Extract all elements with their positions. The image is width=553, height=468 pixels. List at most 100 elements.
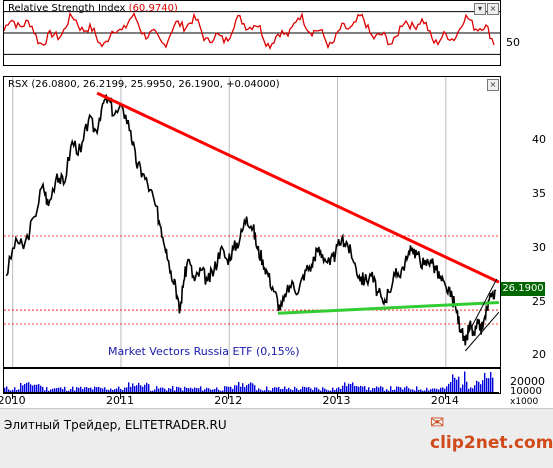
price-tick-25: 25	[532, 294, 546, 308]
volume-bar	[486, 378, 488, 393]
volume-bar	[316, 387, 318, 393]
volume-bar	[392, 390, 394, 393]
volume-bar	[96, 387, 98, 393]
volume-bar	[128, 382, 130, 393]
volume-bar	[108, 389, 110, 393]
rsi-panel: Relative Strength Index (60.9740) ▾ ×	[3, 0, 501, 66]
volume-bar	[490, 372, 492, 393]
volume-bar	[338, 387, 340, 393]
volume-bar	[154, 389, 156, 393]
volume-bar	[236, 385, 238, 393]
panel-minimize-button[interactable]: ▾	[474, 3, 486, 15]
volume-bar	[250, 382, 252, 393]
volume-bar	[212, 389, 214, 393]
price-tick-20: 20	[532, 348, 546, 362]
volume-bar	[22, 385, 24, 393]
volume-bar	[328, 390, 330, 393]
volume-bar	[370, 390, 372, 393]
x-tick-label-2010: 2010	[0, 394, 26, 407]
volume-bar	[234, 385, 236, 393]
volume-bar	[174, 390, 176, 393]
x-tick-label-2012: 2012	[214, 394, 243, 407]
clip2net-logo: ✉ clip2net.com	[430, 413, 553, 453]
volume-bar	[232, 388, 234, 393]
volume-bar	[210, 389, 212, 393]
volume-bar	[216, 387, 218, 393]
volume-bar	[290, 389, 292, 393]
x-axis: 2010 2011 2012 2013 2014	[0, 392, 499, 407]
volume-bar	[26, 382, 28, 393]
volume-bar	[52, 388, 54, 393]
volume-bar	[436, 388, 438, 393]
footer-text: Элитный Трейдер, ELITETRADER.RU	[4, 418, 227, 432]
volume-bar	[362, 386, 364, 393]
volume-bar	[252, 383, 254, 393]
volume-bar	[176, 386, 178, 393]
volume-bar	[302, 386, 304, 393]
volume-bar	[134, 386, 136, 393]
volume-bar	[258, 388, 260, 393]
price-panel-close-button[interactable]: ×	[487, 79, 499, 91]
volume-bar	[6, 386, 8, 393]
volume-bar	[24, 383, 26, 393]
panel-close-button[interactable]: ×	[487, 3, 499, 15]
volume-bar	[114, 389, 116, 393]
volume-bar	[202, 390, 204, 393]
volume-bar	[42, 386, 44, 393]
volume-bar	[410, 389, 412, 393]
volume-bar	[162, 387, 164, 393]
volume-bar	[272, 388, 274, 393]
volume-bar	[394, 389, 396, 393]
volume-bar	[294, 386, 296, 393]
volume-bar	[76, 387, 78, 393]
volume-bar	[452, 374, 454, 393]
volume-bar	[54, 388, 56, 393]
volume-bar	[414, 390, 416, 393]
volume-bar	[268, 390, 270, 393]
volume-bar	[80, 386, 82, 393]
x-tick-mark-2010	[11, 393, 13, 399]
volume-bar	[120, 388, 122, 393]
volume-bar	[184, 386, 186, 393]
volume-bar	[472, 388, 474, 393]
volume-bar	[264, 390, 266, 393]
volume-bar	[412, 389, 414, 393]
volume-bar	[104, 387, 106, 393]
rsi-series-line	[4, 11, 495, 50]
volume-bar	[492, 377, 494, 393]
volume-bar	[460, 387, 462, 393]
volume-bar	[430, 389, 432, 393]
volume-bar	[196, 388, 198, 393]
volume-bar	[204, 389, 206, 393]
volume-bar	[58, 387, 60, 393]
volume-bar	[390, 386, 392, 393]
volume-bar	[150, 390, 152, 393]
volume-bar	[388, 390, 390, 393]
volume-bar	[278, 387, 280, 393]
volume-bar	[112, 389, 114, 393]
volume-bar	[138, 382, 140, 393]
volume-bar	[292, 390, 294, 393]
volume-bar	[226, 386, 228, 393]
volume-bar	[450, 381, 452, 393]
volume-bar	[86, 387, 88, 393]
volume-bar	[300, 389, 302, 393]
volume-bar	[30, 384, 32, 393]
volume-bar	[126, 387, 128, 393]
volume-bar	[48, 390, 50, 393]
volume-bar	[324, 388, 326, 393]
volume-bar	[20, 382, 22, 393]
volume-bar	[94, 386, 96, 393]
volume-bar	[220, 390, 222, 393]
volume-bar	[106, 389, 108, 393]
volume-bar	[194, 387, 196, 393]
volume-bar	[12, 389, 14, 393]
volume-bar	[416, 386, 418, 393]
volume-bar	[342, 385, 344, 393]
volume-bar	[92, 389, 94, 393]
volume-bar	[426, 387, 428, 393]
logo-icon: ✉	[430, 413, 445, 433]
volume-bar	[400, 387, 402, 393]
volume-bar	[396, 386, 398, 393]
volume-bar	[376, 386, 378, 393]
